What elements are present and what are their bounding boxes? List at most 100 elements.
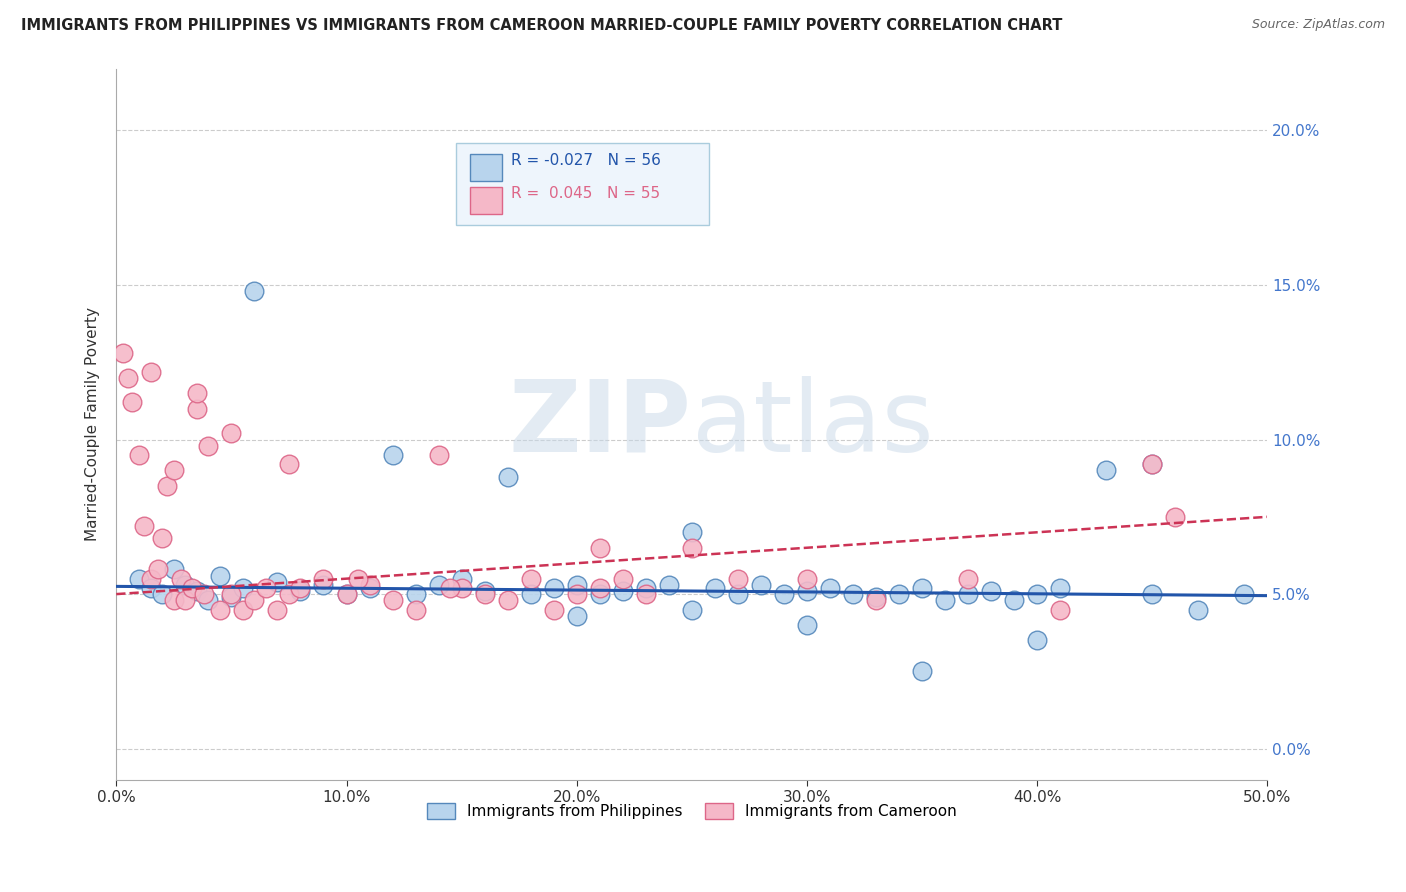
Point — [1187, 602, 1209, 616]
Point — [174, 578, 197, 592]
Point — [727, 587, 749, 601]
Point — [427, 448, 450, 462]
Bar — [470, 153, 502, 181]
Point — [335, 587, 357, 601]
Point — [957, 587, 980, 601]
Point — [150, 587, 173, 601]
Point — [1026, 633, 1049, 648]
Point — [450, 572, 472, 586]
Point — [681, 541, 703, 555]
Point — [163, 562, 186, 576]
Point — [181, 581, 204, 595]
Text: atlas: atlas — [692, 376, 934, 473]
Point — [911, 665, 934, 679]
Point — [335, 587, 357, 601]
Point — [128, 448, 150, 462]
Point — [565, 587, 588, 601]
Point — [634, 581, 657, 595]
Point — [290, 584, 312, 599]
Point — [254, 581, 277, 595]
Point — [278, 457, 301, 471]
Point — [474, 587, 496, 601]
Point — [589, 581, 612, 595]
Point — [221, 591, 243, 605]
Point — [139, 364, 162, 378]
Point — [519, 587, 541, 601]
Point — [703, 581, 725, 595]
Point — [347, 572, 370, 586]
Point — [359, 581, 381, 595]
Point — [312, 572, 335, 586]
Text: R = -0.027   N = 56: R = -0.027 N = 56 — [512, 153, 661, 168]
Point — [186, 386, 208, 401]
Point — [911, 581, 934, 595]
FancyBboxPatch shape — [456, 144, 709, 225]
Point — [658, 578, 681, 592]
Point — [681, 602, 703, 616]
Point — [405, 602, 427, 616]
Point — [887, 587, 910, 601]
Point — [842, 587, 865, 601]
Point — [1049, 581, 1071, 595]
Point — [163, 593, 186, 607]
Point — [359, 578, 381, 592]
Point — [208, 602, 231, 616]
Point — [980, 584, 1002, 599]
Point — [128, 572, 150, 586]
Point — [146, 562, 169, 576]
Point — [266, 602, 288, 616]
Point — [208, 568, 231, 582]
Point — [818, 581, 841, 595]
Point — [1164, 509, 1187, 524]
Legend: Immigrants from Philippines, Immigrants from Cameroon: Immigrants from Philippines, Immigrants … — [420, 797, 963, 825]
Point — [773, 587, 796, 601]
Point — [934, 593, 956, 607]
Point — [312, 578, 335, 592]
Point — [139, 581, 162, 595]
Point — [496, 469, 519, 483]
Point — [243, 593, 266, 607]
Point — [117, 370, 139, 384]
Point — [865, 591, 887, 605]
Point — [565, 578, 588, 592]
Point — [474, 584, 496, 599]
Point — [727, 572, 749, 586]
Point — [543, 581, 565, 595]
Point — [589, 541, 612, 555]
Point — [1095, 463, 1118, 477]
Point — [796, 618, 818, 632]
Text: Source: ZipAtlas.com: Source: ZipAtlas.com — [1251, 18, 1385, 31]
Point — [232, 581, 254, 595]
Point — [1142, 457, 1164, 471]
Point — [197, 439, 219, 453]
Point — [232, 602, 254, 616]
Point — [121, 395, 143, 409]
Point — [197, 593, 219, 607]
Point — [174, 593, 197, 607]
Point — [243, 284, 266, 298]
Point — [221, 587, 243, 601]
Point — [1142, 457, 1164, 471]
Point — [1026, 587, 1049, 601]
Text: IMMIGRANTS FROM PHILIPPINES VS IMMIGRANTS FROM CAMEROON MARRIED-COUPLE FAMILY PO: IMMIGRANTS FROM PHILIPPINES VS IMMIGRANT… — [21, 18, 1063, 33]
Point — [381, 448, 404, 462]
Text: R =  0.045   N = 55: R = 0.045 N = 55 — [512, 186, 661, 202]
Point — [796, 572, 818, 586]
Point — [565, 608, 588, 623]
Text: ZIP: ZIP — [509, 376, 692, 473]
Point — [405, 587, 427, 601]
Point — [221, 426, 243, 441]
Point — [156, 479, 179, 493]
Point — [1049, 602, 1071, 616]
Point — [1142, 587, 1164, 601]
Point — [796, 584, 818, 599]
Point — [450, 581, 472, 595]
Point — [1002, 593, 1025, 607]
Y-axis label: Married-Couple Family Poverty: Married-Couple Family Poverty — [86, 307, 100, 541]
Point — [193, 587, 215, 601]
Point — [427, 578, 450, 592]
Point — [266, 574, 288, 589]
Point — [749, 578, 772, 592]
Point — [589, 587, 612, 601]
Point — [543, 602, 565, 616]
